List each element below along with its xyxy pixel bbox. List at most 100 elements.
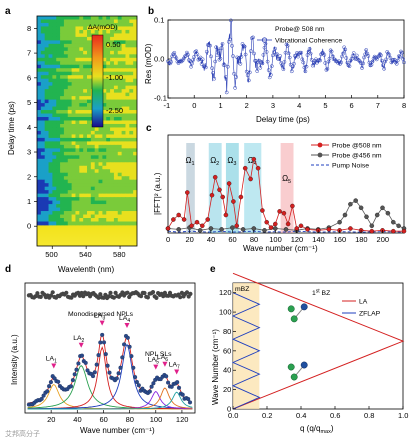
heatmap-cell xyxy=(75,214,80,219)
heatmap-cell xyxy=(106,75,111,80)
heatmap-cell xyxy=(48,130,53,135)
heatmap-cell xyxy=(63,120,69,125)
heatmap-cell xyxy=(102,50,107,55)
heatmap-cell xyxy=(56,204,61,208)
heatmap-cell xyxy=(48,40,53,45)
heatmap-cell xyxy=(106,29,111,34)
heatmap-cell xyxy=(110,68,115,73)
heatmap-cell xyxy=(44,40,49,45)
panel-b-xlabel: Delay time (ps) xyxy=(256,115,310,124)
legend-c-label: Pump Noise xyxy=(332,163,369,170)
heatmap-cell xyxy=(37,61,42,66)
heatmap-cell xyxy=(79,211,84,215)
heatmap-cell xyxy=(37,165,42,170)
heatmap-cell xyxy=(110,103,115,107)
heatmap-cell xyxy=(106,179,111,184)
heatmap-cell xyxy=(40,214,46,219)
heatmap-cell xyxy=(98,151,103,156)
vibrational-coherence-point xyxy=(359,61,363,65)
heatmap-cell xyxy=(106,221,111,226)
heatmap-cell xyxy=(48,204,53,208)
heatmap-cell xyxy=(67,148,73,153)
heatmap-cell xyxy=(79,155,84,160)
heatmap-xlabel: Wavelenth (nm) xyxy=(58,265,115,274)
heatmap-cell xyxy=(98,186,103,191)
heatmap-cell xyxy=(60,190,65,195)
heatmap-cell xyxy=(63,127,69,132)
heatmap-cell xyxy=(125,40,130,45)
heatmap-cell xyxy=(60,158,65,163)
heatmap-cell xyxy=(133,85,137,90)
series-1-point xyxy=(385,210,391,216)
heatmap-cell xyxy=(48,99,53,104)
heatmap-cell xyxy=(102,186,107,191)
series-1-point xyxy=(342,212,348,218)
heatmap-cell xyxy=(125,141,130,146)
vibrational-coherence-point xyxy=(183,53,188,58)
heatmap-cell xyxy=(117,169,123,174)
heatmap-cell xyxy=(48,151,53,156)
heatmap-cell xyxy=(102,137,107,142)
heatmap-cell xyxy=(121,120,126,125)
heatmap-cell xyxy=(79,57,84,62)
heatmap-cell xyxy=(94,134,99,139)
heatmap-cell xyxy=(102,29,107,34)
heatmap-cell xyxy=(67,16,73,20)
heatmap-cell xyxy=(90,137,96,142)
heatmap-cell xyxy=(67,99,73,104)
heatmap-cell xyxy=(125,113,130,118)
heatmap-cell xyxy=(67,169,73,174)
heatmap-cell xyxy=(48,110,53,114)
heatmap-cell xyxy=(110,54,115,59)
heatmap-cell xyxy=(102,162,107,167)
heatmap-cell xyxy=(129,78,134,83)
heatmap-cell xyxy=(117,176,123,181)
heatmap-xtick-label: 580 xyxy=(113,250,126,259)
heatmap-cell xyxy=(37,82,42,87)
heatmap-cell xyxy=(113,36,119,41)
heatmap-cell xyxy=(67,186,73,191)
heatmap-cell xyxy=(102,120,107,125)
panel-label-d: d xyxy=(5,264,11,275)
panel-d-annotation-mono: Monodispersed NPLs xyxy=(68,311,134,318)
heatmap-ytick-label: 8 xyxy=(27,24,31,33)
series-1-point xyxy=(374,212,380,218)
vibrational-coherence-point xyxy=(299,50,304,55)
heatmap-cell xyxy=(44,221,49,226)
heatmap-cell xyxy=(125,117,130,121)
heatmap-cell xyxy=(113,92,119,97)
heatmap-cell xyxy=(129,144,134,149)
heatmap-cell xyxy=(44,193,49,198)
heatmap-cell xyxy=(71,218,76,222)
heatmap-cell xyxy=(44,43,49,48)
vibrational-coherence-point xyxy=(172,50,177,55)
heatmap-cell xyxy=(94,155,99,160)
heatmap-cell xyxy=(40,211,46,215)
heatmap-cell xyxy=(71,155,76,160)
heatmap-cell xyxy=(94,186,99,191)
heatmap-cell xyxy=(48,92,53,97)
heatmap-cell xyxy=(110,110,115,114)
heatmap-cell xyxy=(56,89,61,94)
heatmap-cell xyxy=(113,214,119,219)
heatmap-cell xyxy=(48,165,53,170)
heatmap-cell xyxy=(52,207,57,212)
colorbar-tick-mid: -1.00 xyxy=(106,73,123,82)
heatmap-cell xyxy=(67,165,73,170)
peak-label-name: LA xyxy=(119,315,128,322)
heatmap-cell xyxy=(71,57,76,62)
heatmap-cell xyxy=(98,165,103,170)
heatmap-cell xyxy=(52,186,57,191)
vibrational-coherence-point xyxy=(209,54,213,59)
heatmap-cell xyxy=(110,71,115,76)
panel-label-b: b xyxy=(148,6,154,17)
heatmap-cell xyxy=(37,92,42,97)
heatmap-cell xyxy=(44,151,49,156)
heatmap-cell xyxy=(63,151,69,156)
heatmap-cell xyxy=(37,127,42,132)
heatmap-cell xyxy=(63,158,69,163)
heatmap-cell xyxy=(56,33,61,38)
heatmap-cell xyxy=(133,26,137,31)
heatmap-cell xyxy=(87,211,92,215)
heatmap-cell xyxy=(113,137,119,142)
